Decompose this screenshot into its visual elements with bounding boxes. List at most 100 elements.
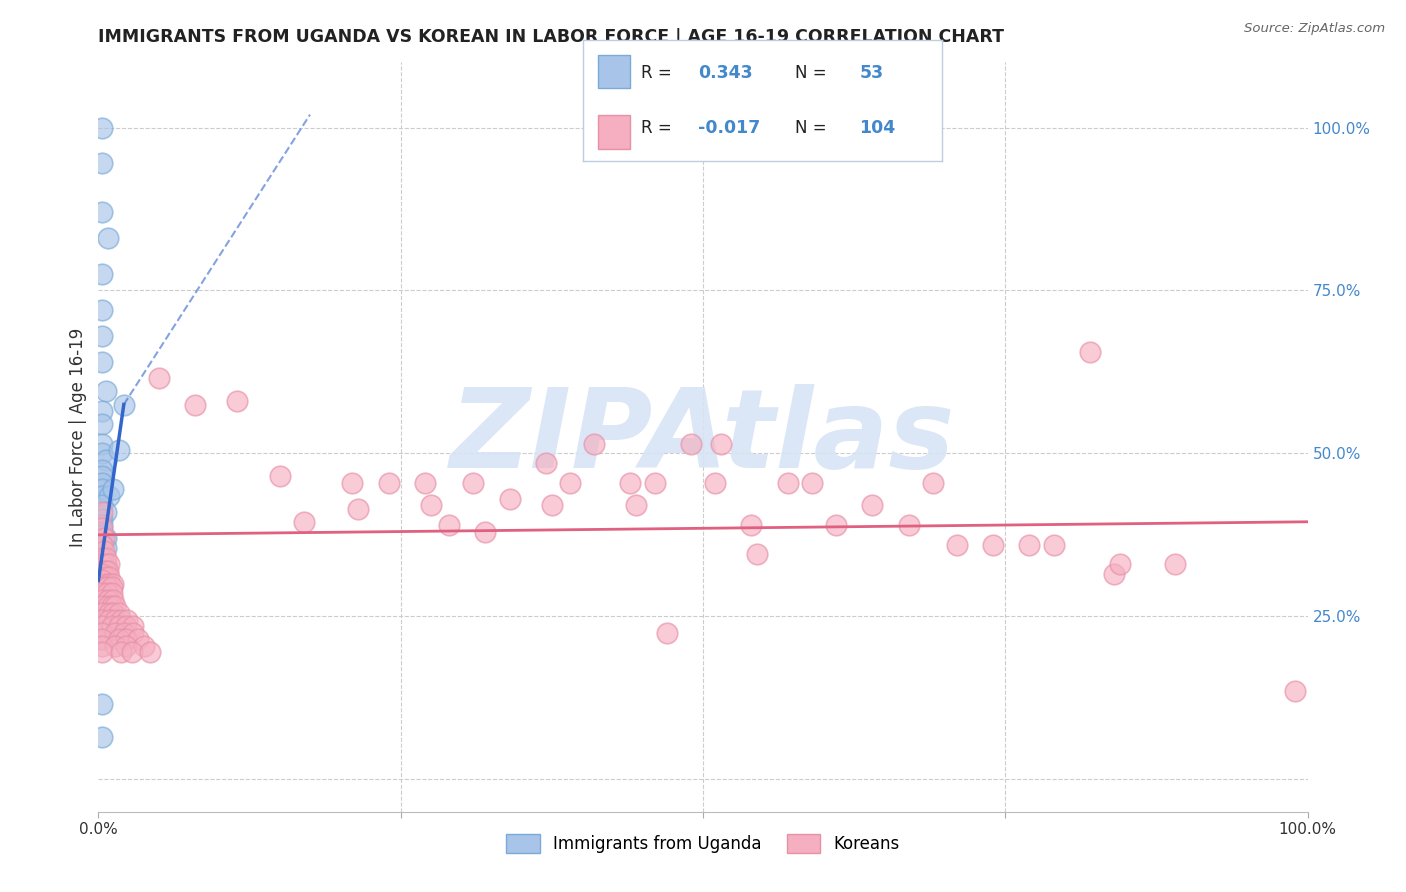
Point	[91, 538, 114, 552]
Point	[619, 475, 641, 490]
Point	[91, 730, 114, 744]
Point	[91, 625, 114, 640]
Point	[710, 436, 733, 450]
Point	[97, 564, 120, 578]
Point	[655, 625, 678, 640]
Point	[946, 538, 969, 552]
Point	[91, 603, 114, 617]
Point	[91, 436, 114, 450]
Point	[679, 436, 702, 450]
Text: -0.017: -0.017	[699, 119, 761, 137]
Point	[91, 599, 114, 614]
Point	[1042, 538, 1064, 552]
Point	[91, 606, 114, 620]
Point	[94, 384, 117, 399]
Point	[437, 518, 460, 533]
Point	[91, 538, 114, 552]
Point	[91, 574, 114, 588]
Point	[558, 475, 581, 490]
Point	[1109, 557, 1132, 571]
Point	[110, 645, 132, 659]
Point	[91, 593, 114, 607]
Text: Source: ZipAtlas.com: Source: ZipAtlas.com	[1244, 22, 1385, 36]
Point	[91, 619, 114, 633]
Point	[91, 557, 114, 571]
Point	[115, 619, 138, 633]
Point	[100, 586, 122, 600]
Point	[100, 619, 122, 633]
Point	[98, 576, 121, 591]
Point	[91, 303, 114, 318]
Point	[91, 566, 114, 581]
Point	[94, 550, 117, 565]
Point	[91, 505, 114, 519]
Point	[148, 371, 170, 385]
Point	[981, 538, 1004, 552]
Point	[112, 397, 135, 411]
Point	[91, 463, 114, 477]
Point	[91, 560, 114, 574]
Point	[91, 469, 114, 483]
Point	[122, 625, 145, 640]
Point	[97, 599, 120, 614]
Point	[94, 564, 117, 578]
Point	[1102, 566, 1125, 581]
Point	[100, 599, 122, 614]
Point	[269, 469, 291, 483]
Point	[91, 329, 114, 343]
Point	[91, 570, 114, 584]
Point	[98, 606, 121, 620]
Point	[91, 404, 114, 418]
Point	[91, 489, 114, 503]
Point	[91, 619, 114, 633]
Point	[94, 564, 117, 578]
Point	[226, 394, 249, 409]
Point	[91, 586, 114, 600]
Point	[704, 475, 727, 490]
Text: N =: N =	[794, 119, 827, 137]
Point	[91, 639, 114, 653]
Point	[91, 205, 114, 219]
Point	[583, 436, 606, 450]
Point	[860, 499, 883, 513]
Point	[776, 475, 799, 490]
Point	[94, 453, 117, 467]
Point	[94, 505, 117, 519]
Point	[91, 564, 114, 578]
Point	[101, 606, 124, 620]
Point	[91, 613, 114, 627]
Point	[108, 443, 131, 458]
Point	[897, 518, 920, 533]
Point	[921, 475, 943, 490]
Point	[292, 515, 315, 529]
Point	[94, 609, 117, 624]
Point	[94, 557, 117, 571]
Point	[91, 632, 114, 646]
Point	[91, 580, 114, 594]
Point	[91, 518, 114, 533]
Point	[91, 593, 114, 607]
Point	[644, 475, 666, 490]
Point	[121, 645, 143, 659]
Point	[104, 613, 127, 627]
Text: 53: 53	[859, 63, 884, 82]
Point	[413, 475, 436, 490]
Point	[117, 613, 139, 627]
Point	[104, 639, 127, 653]
Point	[108, 619, 131, 633]
Point	[498, 491, 520, 506]
Text: ZIPAtlas: ZIPAtlas	[450, 384, 956, 491]
Point	[94, 625, 117, 640]
Point	[1078, 345, 1101, 359]
Point	[94, 576, 117, 591]
Text: N =: N =	[794, 63, 827, 82]
Point	[139, 645, 162, 659]
Point	[91, 632, 114, 646]
Point	[115, 639, 138, 653]
Text: 0.343: 0.343	[699, 63, 752, 82]
Point	[91, 511, 114, 525]
Point	[747, 547, 769, 561]
Text: R =: R =	[641, 119, 676, 137]
Point	[91, 475, 114, 490]
Point	[463, 475, 485, 490]
